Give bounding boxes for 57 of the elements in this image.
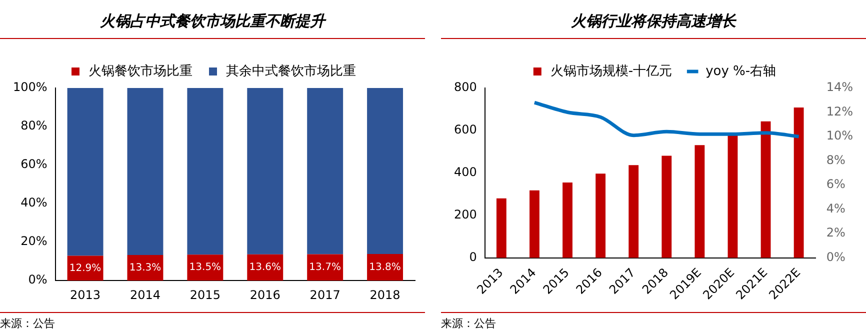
bar (247, 88, 284, 254)
data-label: 13.3% (129, 262, 162, 274)
y-tick-label: 0% (28, 272, 48, 287)
y2-tick-label: 2% (826, 226, 846, 240)
bar (596, 174, 606, 258)
x-tick-label: 2013 (70, 288, 101, 302)
legend-label: yoy %-右轴 (706, 64, 776, 79)
y-tick-label: 800 (454, 80, 477, 94)
legend-label: 火锅餐饮市场比重 (88, 64, 192, 79)
data-label: 13.5% (189, 262, 222, 274)
y-tick-label: 400 (454, 165, 477, 180)
y-tick-label: 600 (454, 122, 477, 137)
chart-title: 火锅占中式餐饮市场比重不断提升 (0, 4, 425, 39)
bar (307, 254, 344, 281)
y2-tick-label: 10% (826, 128, 853, 143)
y2-tick-label: 14% (826, 80, 853, 94)
y-tick-label: 40% (20, 196, 48, 210)
bar (760, 121, 771, 258)
x-tick-label: 2018 (370, 288, 400, 302)
source-note: 来源：公告 (441, 316, 497, 331)
bar (67, 88, 104, 256)
bar (127, 88, 164, 255)
data-label: 13.7% (309, 262, 341, 273)
line-series (532, 100, 801, 138)
bar (367, 88, 404, 254)
bar (187, 88, 224, 255)
bar (794, 108, 804, 258)
x-tick-label: 2015 (190, 288, 220, 302)
bar (562, 182, 572, 258)
y-tick-label: 60% (20, 157, 48, 172)
y2-tick-label: 4% (826, 201, 846, 216)
legend-label: 火锅市场规模-十亿元 (550, 64, 672, 79)
chart-title: 火锅行业将保持高速增长 (441, 4, 866, 39)
source-note: 来源：公告 (0, 316, 56, 331)
y-tick-label: 0 (469, 250, 477, 264)
y-tick-label: 100% (12, 80, 48, 94)
bar (496, 198, 506, 258)
data-label: 13.6% (249, 262, 282, 274)
y2-tick-label: 6% (826, 177, 846, 192)
legend-label: 其余中式餐饮市场比重 (226, 64, 356, 79)
y-tick-label: 80% (20, 118, 48, 133)
y-tick-label: 20% (20, 234, 48, 248)
y2-tick-label: 8% (826, 152, 846, 167)
y2-tick-label: 12% (826, 104, 853, 118)
x-tick-label: 2016 (250, 288, 280, 302)
bar (530, 190, 540, 258)
data-label: 12.9% (69, 262, 102, 274)
bar (628, 165, 639, 258)
data-label: 13.8% (369, 262, 401, 273)
bar (728, 135, 738, 258)
bar (307, 88, 344, 254)
x-tick-label: 2014 (130, 288, 161, 302)
bar (694, 145, 705, 258)
bar (662, 156, 672, 258)
y-tick-label: 200 (454, 208, 477, 222)
y2-tick-label: 0% (826, 250, 846, 264)
x-tick-label: 2017 (310, 288, 340, 302)
